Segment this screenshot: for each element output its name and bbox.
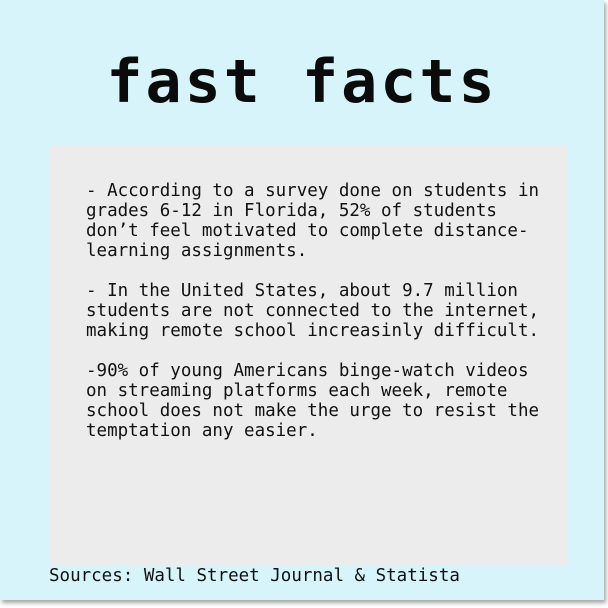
sources-text: Sources: Wall Street Journal & Statista xyxy=(49,566,460,586)
fact-item: - In the United States, about 9.7 millio… xyxy=(86,281,540,341)
page-title: fast facts xyxy=(106,47,498,117)
fact-item: - According to a survey done on students… xyxy=(86,181,540,261)
facts-list: - According to a survey done on students… xyxy=(86,181,546,461)
fact-item: -90% of young Americans binge-watch vide… xyxy=(86,361,540,441)
facts-box xyxy=(49,145,567,565)
